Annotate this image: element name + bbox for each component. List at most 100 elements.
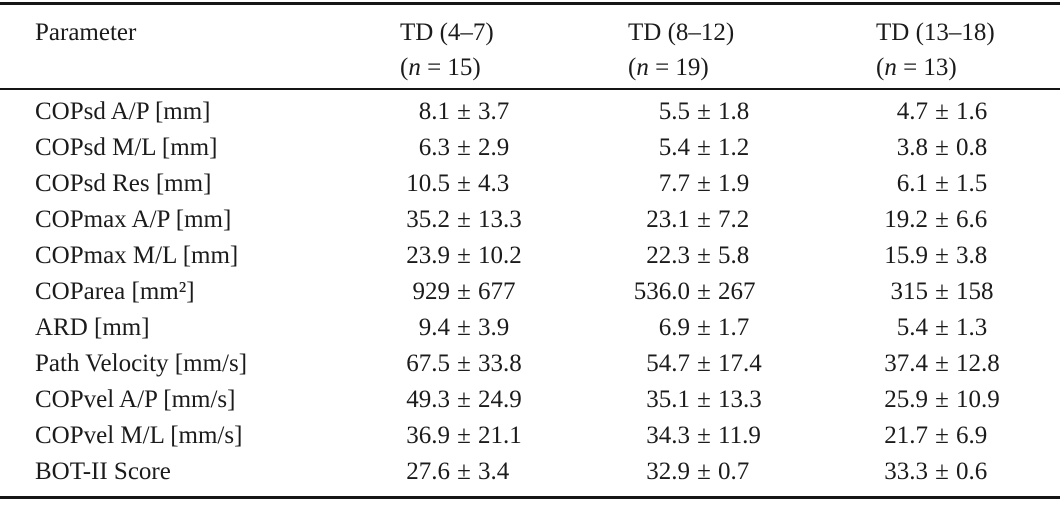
table-row: COPsd M/L [mm] 6.3 ±2.9 5.4 ±1.2 3.8 ±0.8 bbox=[0, 130, 1060, 166]
mean-value: 3.8 bbox=[896, 134, 928, 161]
sd-value: 0.7 bbox=[718, 458, 750, 485]
mean-value: 35.2 bbox=[406, 206, 450, 233]
mean-value: 22.3 bbox=[646, 242, 690, 269]
table-row: ARD [mm] 9.4 ±3.9 6.9 ±1.7 5.4 ±1.3 bbox=[0, 310, 1060, 346]
mean-value: 6.3 bbox=[418, 134, 450, 161]
sd-value: 12.8 bbox=[956, 350, 1000, 377]
plus-minus: ± bbox=[697, 350, 711, 377]
value-cell: 9.4 ±3.9 bbox=[400, 310, 628, 346]
value-cell: 49.3 ±24.9 bbox=[400, 382, 628, 418]
value-cell: 27.6 ±3.4 bbox=[400, 454, 628, 490]
plus-minus: ± bbox=[457, 458, 471, 485]
param-cell: COPvel A/P [mm/s] bbox=[35, 386, 236, 413]
mean-value: 5.5 bbox=[658, 98, 690, 125]
n-variable: n bbox=[408, 54, 421, 81]
mean-value: 32.9 bbox=[646, 458, 690, 485]
sd-value: 6.6 bbox=[956, 206, 988, 233]
param-cell: COPmax A/P [mm] bbox=[35, 206, 232, 233]
value-cell: 4.7 ±1.6 bbox=[876, 94, 1060, 130]
mean-value: 19.2 bbox=[884, 206, 928, 233]
value-cell: 5.5 ±1.8 bbox=[628, 94, 876, 130]
column-header-td-13-18: TD (13–18) (n = 13) bbox=[876, 15, 1060, 85]
plus-minus: ± bbox=[457, 98, 471, 125]
sd-value: 3.7 bbox=[478, 98, 510, 125]
mean-value: 6.9 bbox=[658, 314, 690, 341]
group-n-count: (n = 19) bbox=[628, 50, 876, 85]
param-cell: COPvel M/L [mm/s] bbox=[35, 422, 243, 449]
value-cell: 21.7 ±6.9 bbox=[876, 418, 1060, 454]
sd-value: 6.9 bbox=[956, 422, 988, 449]
plus-minus: ± bbox=[697, 458, 711, 485]
n-value: = 15) bbox=[420, 54, 481, 81]
plus-minus: ± bbox=[697, 170, 711, 197]
sd-value: 5.8 bbox=[718, 242, 750, 269]
sd-value: 10.2 bbox=[478, 242, 522, 269]
value-cell: 25.9 ±10.9 bbox=[876, 382, 1060, 418]
value-cell: 929 ±677 bbox=[400, 274, 628, 310]
mean-value: 36.9 bbox=[406, 422, 450, 449]
value-cell: 23.9 ±10.2 bbox=[400, 238, 628, 274]
table-top-rule bbox=[0, 2, 1060, 5]
sd-value: 1.8 bbox=[718, 98, 750, 125]
param-cell: COPsd A/P [mm] bbox=[35, 98, 211, 125]
group-n-count: (n = 13) bbox=[876, 50, 1060, 85]
plus-minus: ± bbox=[697, 386, 711, 413]
mean-value: 6.1 bbox=[896, 170, 928, 197]
table-row: COPsd A/P [mm] 8.1 ±3.7 5.5 ±1.8 4.7 ±1.6 bbox=[0, 94, 1060, 130]
value-cell: 5.4 ±1.2 bbox=[628, 130, 876, 166]
plus-minus: ± bbox=[697, 134, 711, 161]
value-cell: 315 ±158 bbox=[876, 274, 1060, 310]
value-cell: 35.1 ±13.3 bbox=[628, 382, 876, 418]
paren-open: ( bbox=[876, 54, 885, 81]
sd-value: 3.9 bbox=[478, 314, 510, 341]
table-row: BOT-II Score 27.6 ±3.4 32.9 ±0.7 33.3 ±0.6 bbox=[0, 454, 1060, 490]
n-value: = 19) bbox=[648, 54, 709, 81]
plus-minus: ± bbox=[457, 134, 471, 161]
mean-value: 67.5 bbox=[406, 350, 450, 377]
sd-value: 1.7 bbox=[718, 314, 750, 341]
plus-minus: ± bbox=[935, 458, 949, 485]
mean-value: 315 bbox=[890, 278, 929, 305]
table-row: COPvel A/P [mm/s] 49.3 ±24.9 35.1 ±13.3 25… bbox=[0, 382, 1060, 418]
sd-value: 0.6 bbox=[956, 458, 988, 485]
column-header-parameter: Parameter bbox=[35, 19, 137, 46]
value-cell: 19.2 ±6.6 bbox=[876, 202, 1060, 238]
plus-minus: ± bbox=[457, 350, 471, 377]
plus-minus: ± bbox=[457, 206, 471, 233]
plus-minus: ± bbox=[935, 134, 949, 161]
plus-minus: ± bbox=[457, 386, 471, 413]
sd-value: 0.8 bbox=[956, 134, 988, 161]
value-cell: 10.5 ±4.3 bbox=[400, 166, 628, 202]
paren-open: ( bbox=[628, 54, 637, 81]
value-cell: 67.5 ±33.8 bbox=[400, 346, 628, 382]
mean-value: 15.9 bbox=[884, 242, 928, 269]
n-value: = 13) bbox=[896, 54, 957, 81]
param-cell: COParea [mm²] bbox=[35, 278, 195, 305]
mean-value: 54.7 bbox=[646, 350, 690, 377]
sd-value: 2.9 bbox=[478, 134, 510, 161]
table-row: Path Velocity [mm/s] 67.5 ±33.8 54.7 ±17.4… bbox=[0, 346, 1060, 382]
mean-value: 35.1 bbox=[646, 386, 690, 413]
value-cell: 33.3 ±0.6 bbox=[876, 454, 1060, 490]
sd-value: 158 bbox=[956, 278, 994, 305]
plus-minus: ± bbox=[457, 170, 471, 197]
group-label: TD (8–12) bbox=[628, 19, 735, 46]
n-variable: n bbox=[884, 54, 897, 81]
plus-minus: ± bbox=[935, 350, 949, 377]
mean-value: 37.4 bbox=[884, 350, 928, 377]
plus-minus: ± bbox=[935, 422, 949, 449]
mean-value: 23.9 bbox=[406, 242, 450, 269]
value-cell: 15.9 ±3.8 bbox=[876, 238, 1060, 274]
table-row: COPvel M/L [mm/s] 36.9 ±21.1 34.3 ±11.9 21… bbox=[0, 418, 1060, 454]
group-n-count: (n = 15) bbox=[400, 50, 628, 85]
sd-value: 24.9 bbox=[478, 386, 522, 413]
mean-value: 21.7 bbox=[884, 422, 928, 449]
sd-value: 1.2 bbox=[718, 134, 750, 161]
table-row: COPmax A/P [mm] 35.2 ±13.3 23.1 ±7.2 19.2 ±… bbox=[0, 202, 1060, 238]
sd-value: 1.3 bbox=[956, 314, 988, 341]
value-cell: 32.9 ±0.7 bbox=[628, 454, 876, 490]
table-row: COParea [mm²] 929 ±677 536.0 ±267 315 ±158 bbox=[0, 274, 1060, 310]
sd-value: 4.3 bbox=[478, 170, 510, 197]
value-cell: 54.7 ±17.4 bbox=[628, 346, 876, 382]
sd-value: 1.6 bbox=[956, 98, 988, 125]
